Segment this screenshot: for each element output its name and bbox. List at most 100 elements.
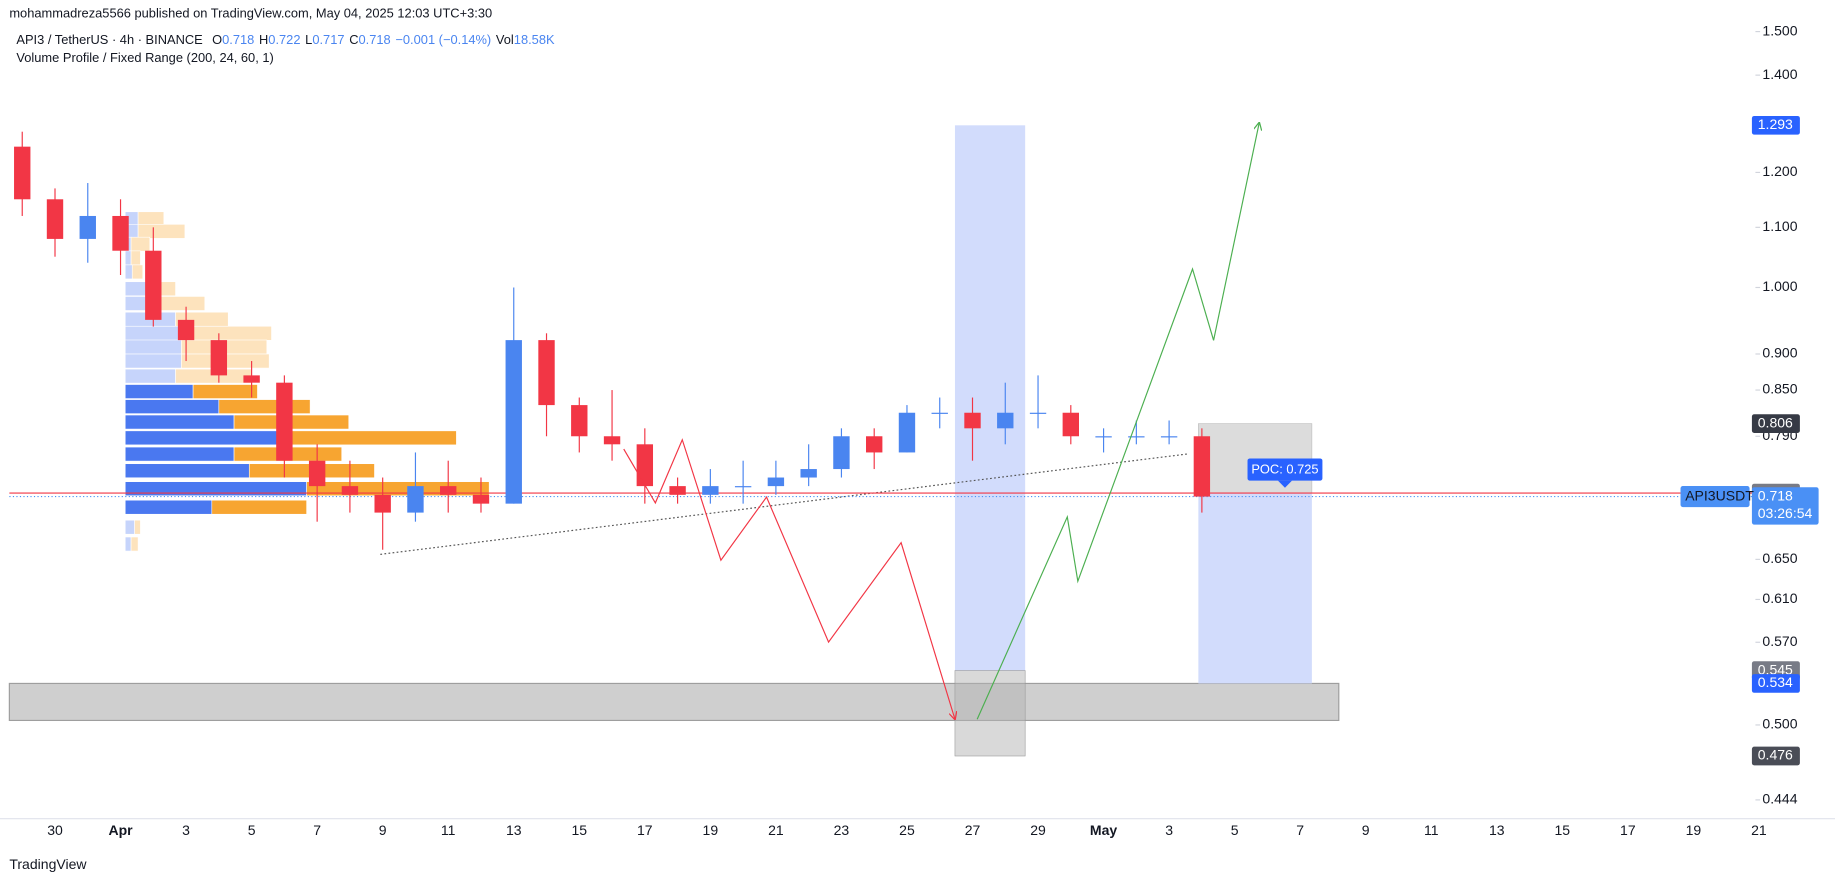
bear-path [623, 438, 955, 720]
vp-up [124, 499, 213, 515]
x-tick-label: May [1090, 822, 1117, 838]
candle-body [374, 494, 391, 513]
candle-body [1193, 436, 1211, 497]
poc-pointer [1277, 480, 1292, 488]
candle-body [210, 340, 228, 376]
price-label-box [1751, 746, 1800, 766]
vp-up [124, 446, 235, 462]
indicator: Volume Profile / Fixed Range (200, 24, 6… [16, 50, 273, 65]
legend: API3 / TetherUS · 4h · BINANCE O0.718 H0.7… [16, 32, 555, 47]
candle-body [14, 146, 31, 200]
x-tick-label: 5 [248, 822, 256, 838]
x-tick-label: 21 [768, 822, 784, 838]
vol-key: Vol [496, 32, 514, 47]
ohlc-key: C [349, 32, 358, 47]
symbol: API3 / TetherUS · 4h · BINANCE [16, 32, 203, 47]
candle-body [243, 375, 260, 383]
x-tick-label: 15 [1555, 822, 1571, 838]
x-tick-label: 30 [47, 822, 63, 838]
vp-down [134, 519, 141, 535]
candle-body [538, 340, 555, 406]
vp-up [124, 325, 182, 341]
vp-up [124, 463, 250, 479]
bull-path [976, 123, 1259, 720]
x-tick-label: Apr [108, 822, 133, 838]
candle-body [177, 319, 195, 341]
candle-body [145, 250, 162, 320]
price-label-box [1751, 115, 1800, 135]
risk-box [1198, 423, 1313, 494]
candle-body [112, 215, 129, 251]
vol-value: 18.58K [514, 32, 555, 47]
x-tick-label: 11 [441, 822, 456, 838]
ohlc-value: 0.722 [268, 32, 300, 47]
y-tick-label: 1.500 [1762, 22, 1797, 38]
vp-down [130, 236, 151, 252]
price-label: 0.718 [1758, 487, 1793, 503]
candle-body [964, 412, 981, 429]
x-tick-label: 7 [313, 822, 321, 838]
candle-body [46, 199, 64, 239]
reward-box [1198, 493, 1312, 684]
candle-body [1095, 436, 1112, 438]
vp-up [124, 519, 135, 535]
x-tick-label: 11 [1424, 822, 1439, 838]
vp-up [124, 368, 176, 384]
x-tick-label: 17 [637, 822, 653, 838]
x-tick-label: 17 [1620, 822, 1636, 838]
x-tick-label: 9 [379, 822, 387, 838]
x-tick-label: 15 [571, 822, 587, 838]
vp-down [157, 296, 206, 311]
candle-body [702, 486, 719, 495]
candle-body [931, 412, 948, 414]
vp-up [124, 384, 194, 399]
ohlc-key: L [305, 32, 312, 47]
candle-body [1160, 436, 1178, 438]
x-tick-label: 3 [1165, 822, 1173, 838]
y-tick-label: 0.500 [1762, 716, 1797, 732]
y-tick-label: 1.000 [1762, 278, 1797, 294]
vp-down [211, 499, 307, 515]
ohlc-value: 0.717 [312, 32, 344, 47]
candle-body [1029, 412, 1047, 414]
vp-up [124, 353, 182, 369]
vp-up [124, 399, 220, 414]
candle-body [734, 486, 752, 488]
candle-body [603, 436, 621, 445]
y-tick-label: 0.900 [1762, 345, 1797, 361]
candle-body [767, 477, 785, 487]
price-label: 0.534 [1758, 674, 1793, 690]
vp-down [137, 224, 186, 239]
vp-up [124, 250, 132, 266]
y-tick-label: 0.850 [1762, 381, 1797, 397]
ohlc-key: O [212, 32, 222, 47]
candle-body [308, 460, 326, 487]
candle-body [440, 486, 457, 495]
vp-down [130, 250, 141, 266]
candle-body [898, 412, 916, 453]
x-tick-label: 3 [182, 822, 190, 838]
vp-up [124, 281, 147, 297]
vp-up [124, 414, 235, 430]
vp-down [131, 264, 144, 280]
price-label: 0.476 [1758, 747, 1793, 763]
vp-down [192, 384, 258, 399]
y-tick-label: 1.100 [1762, 218, 1797, 234]
vp-down [181, 325, 272, 341]
candle-body [833, 436, 850, 470]
candle-body [407, 486, 424, 513]
support-zone [8, 682, 1340, 722]
x-tick-label: 13 [1489, 822, 1505, 838]
ohlc-key: H [259, 32, 268, 47]
candle-body [866, 436, 883, 453]
vp-down [218, 399, 311, 414]
vp-down [137, 211, 165, 227]
candle-body [79, 215, 96, 239]
y-tick-label: 0.570 [1762, 633, 1797, 649]
symbol-tag: API3USDT [1685, 487, 1754, 503]
x-tick-label: 19 [1686, 822, 1702, 838]
price-label: 1.293 [1758, 116, 1793, 132]
x-tick-label: 13 [506, 822, 522, 838]
candle-body [1128, 436, 1145, 438]
